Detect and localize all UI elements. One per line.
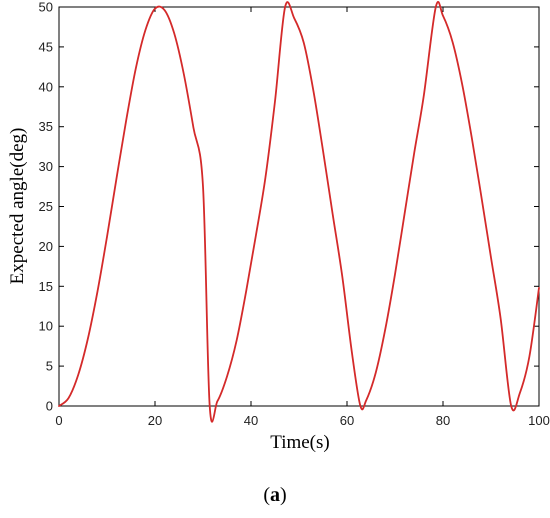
y-tick-label: 5 [46, 359, 53, 374]
line-chart: 0 20 40 60 80 100 0 5 10 15 20 25 30 35 40 45 50 Time(s)… [7, 0, 550, 453]
caption-open: ( [263, 484, 270, 506]
y-tick-label: 25 [39, 199, 53, 214]
x-axis-title: Time(s) [270, 432, 329, 453]
series-line [58, 1, 540, 423]
x-tick-label: 60 [340, 413, 354, 428]
x-tick-label: 40 [244, 413, 258, 428]
x-tick-label: 0 [55, 413, 62, 428]
y-tick-label: 0 [46, 399, 53, 414]
ticks: 0 20 40 60 80 100 0 5 10 15 20 25 30 35 40 45 50 [39, 0, 550, 428]
series-layer [58, 1, 540, 423]
x-tick-label: 20 [148, 413, 162, 428]
y-tick-label: 20 [39, 239, 53, 254]
plot-frame [58, 6, 540, 407]
y-tick-label: 35 [39, 119, 53, 134]
y-tick-label: 30 [39, 159, 53, 174]
y-tick-label: 10 [39, 319, 53, 334]
figure-caption: (a) [0, 484, 550, 507]
caption-letter: a [270, 484, 280, 506]
y-tick-label: 50 [39, 0, 53, 15]
caption-close: ) [280, 484, 287, 506]
x-tick-label: 100 [528, 413, 550, 428]
y-tick-label: 40 [39, 79, 53, 94]
y-tick-label: 45 [39, 39, 53, 54]
x-tick-label: 80 [436, 413, 450, 428]
y-tick-label: 15 [39, 279, 53, 294]
y-axis-title: Expected angle(deg) [7, 128, 28, 285]
axes [58, 6, 540, 407]
